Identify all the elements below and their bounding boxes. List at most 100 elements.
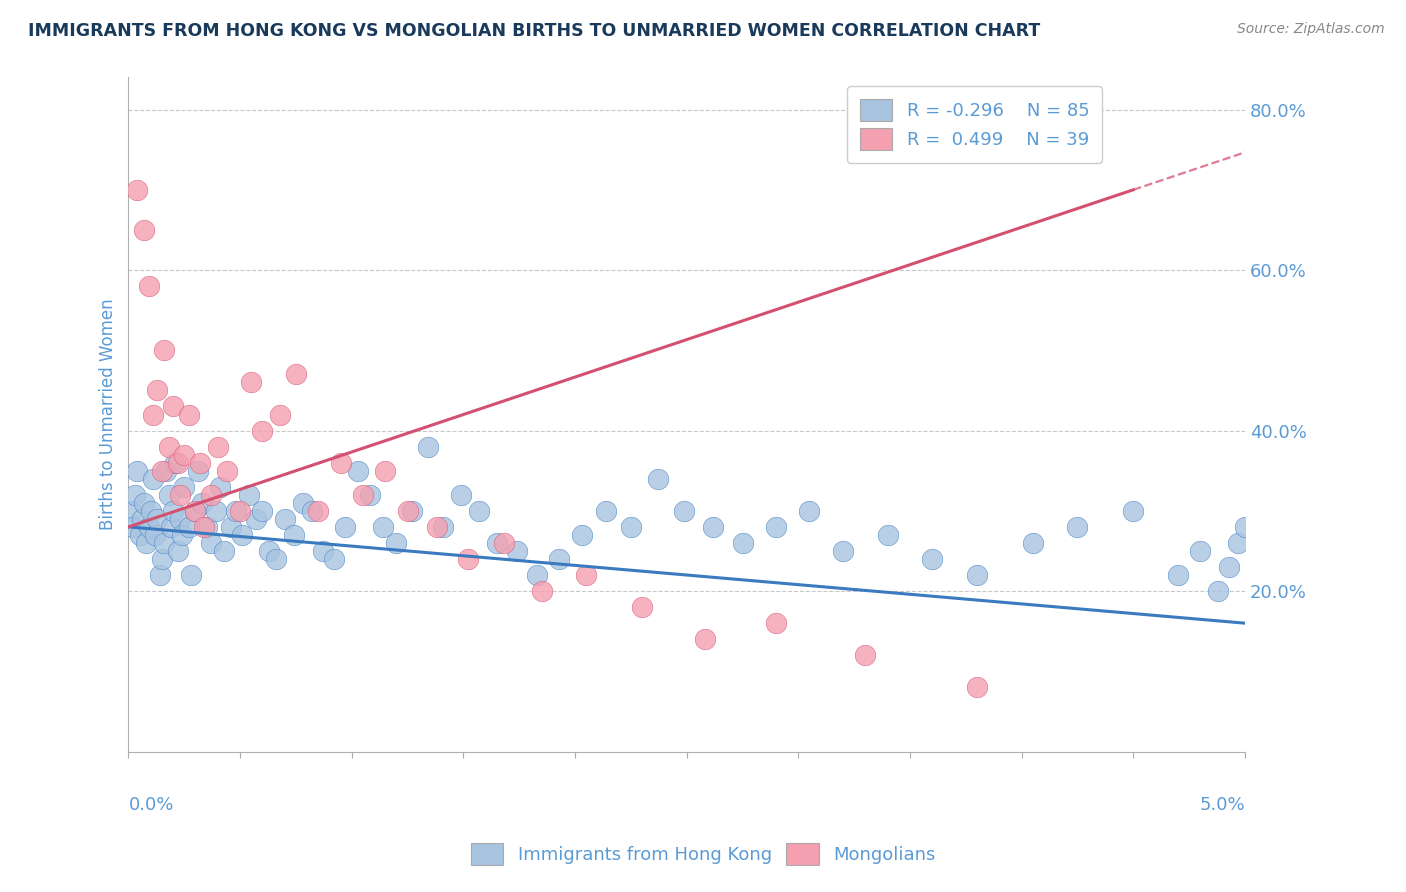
Point [352,488,374,502]
Point [149,568,172,582]
Point [371,520,394,534]
Point [252,424,274,438]
Point [238,488,260,502]
Point [191,496,214,510]
Point [322,552,344,566]
Point [138,279,160,293]
Point [153,343,176,358]
Point [146,384,169,398]
Point [876,528,898,542]
Point [122,520,145,534]
Point [530,584,553,599]
Point [301,504,323,518]
Point [274,512,297,526]
Point [765,520,787,534]
Point [426,520,449,534]
Point [165,456,187,470]
Point [966,681,988,695]
Point [575,568,598,582]
Point [146,512,169,526]
Text: 5.0%: 5.0% [1199,796,1244,814]
Point [457,552,479,566]
Legend: R = -0.296    N = 85, R =  0.499    N = 39: R = -0.296 N = 85, R = 0.499 N = 39 [846,87,1102,163]
Point [200,488,222,502]
Point [162,400,184,414]
Point [120,504,142,518]
Point [257,544,280,558]
Point [245,512,267,526]
Point [284,368,307,382]
Point [200,536,222,550]
Text: Source: ZipAtlas.com: Source: ZipAtlas.com [1237,22,1385,37]
Point [207,440,229,454]
Point [450,488,472,502]
Point [765,616,787,631]
Point [157,440,180,454]
Point [1218,560,1240,574]
Point [231,528,253,542]
Point [214,544,236,558]
Point [921,552,943,566]
Point [853,648,876,663]
Point [143,528,166,542]
Point [385,536,408,550]
Point [169,512,191,526]
Point [269,408,291,422]
Point [283,528,305,542]
Point [193,520,215,534]
Point [595,504,617,518]
Point [1167,568,1189,582]
Point [131,512,153,526]
Point [215,464,238,478]
Point [132,223,155,237]
Point [492,536,515,550]
Point [187,464,209,478]
Point [693,632,716,647]
Point [195,520,218,534]
Point [571,528,593,542]
Point [1066,520,1088,534]
Point [329,456,352,470]
Point [647,472,669,486]
Point [620,520,643,534]
Point [139,504,162,518]
Point [173,480,195,494]
Point [468,504,491,518]
Point [485,536,508,550]
Point [673,504,696,518]
Point [631,600,654,615]
Point [127,464,149,478]
Point [132,496,155,510]
Point [170,528,193,542]
Point [1227,536,1250,550]
Point [731,536,754,550]
Point [832,544,855,558]
Point [188,456,211,470]
Point [307,504,329,518]
Point [225,504,247,518]
Point [142,408,165,422]
Point [127,183,149,197]
Point [138,520,160,534]
Point [229,504,252,518]
Point [166,544,188,558]
Point [155,464,177,478]
Point [150,552,173,566]
Point [333,520,356,534]
Point [142,472,165,486]
Point [374,464,396,478]
Point [135,536,157,550]
Point [526,568,548,582]
Point [166,456,188,470]
Point [1022,536,1045,550]
Point [1233,520,1256,534]
Text: 0.0%: 0.0% [128,796,174,814]
Point [396,504,419,518]
Point [312,544,335,558]
Point [702,520,724,534]
Text: IMMIGRANTS FROM HONG KONG VS MONGOLIAN BIRTHS TO UNMARRIED WOMEN CORRELATION CHA: IMMIGRANTS FROM HONG KONG VS MONGOLIAN B… [28,22,1040,40]
Point [184,504,207,518]
Point [1189,544,1212,558]
Point [240,376,263,390]
Point [291,496,314,510]
